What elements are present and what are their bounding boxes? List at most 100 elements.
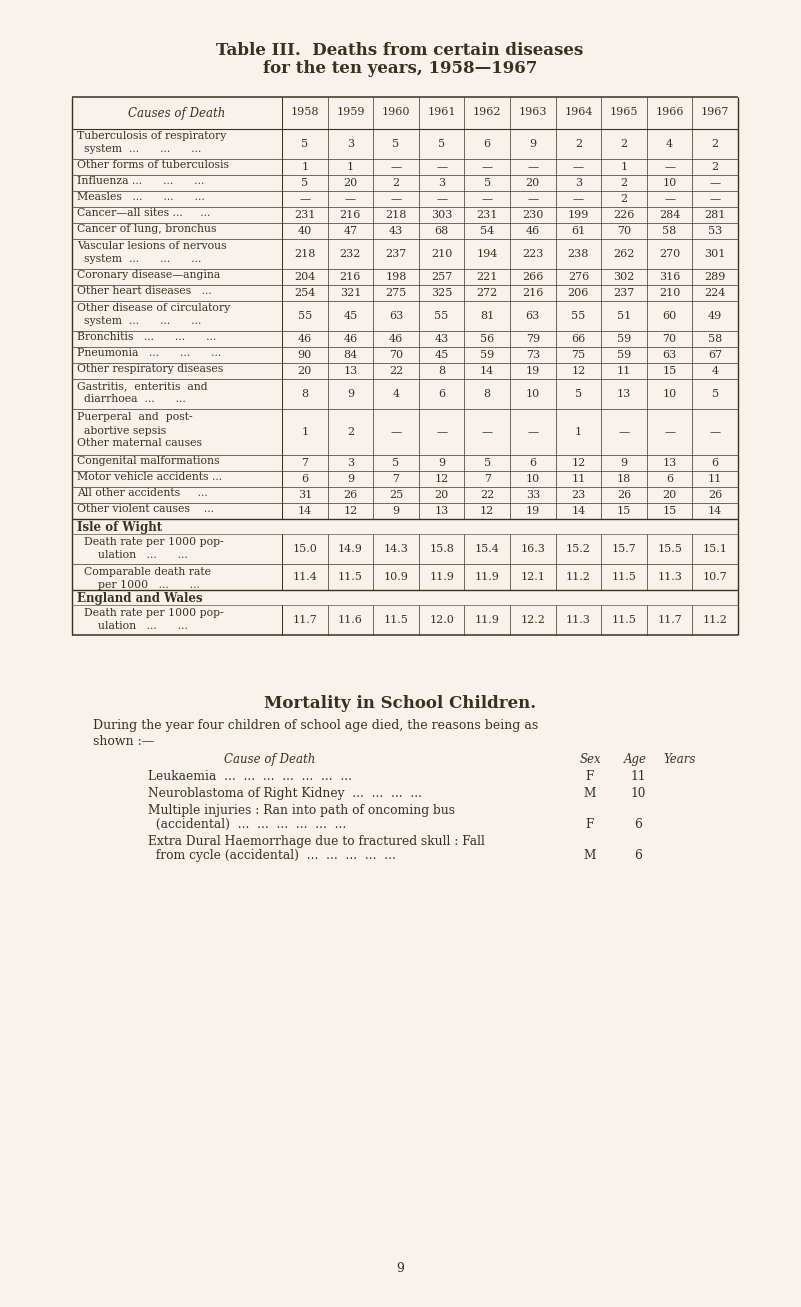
Text: 303: 303 (431, 210, 453, 220)
Text: 254: 254 (294, 288, 316, 298)
Text: 70: 70 (662, 335, 677, 344)
Text: 18: 18 (617, 474, 631, 484)
Text: 206: 206 (568, 288, 589, 298)
Text: 302: 302 (614, 272, 634, 282)
Text: 70: 70 (617, 226, 631, 237)
Text: Other maternal causes: Other maternal causes (77, 439, 202, 448)
Text: 15: 15 (617, 506, 631, 516)
Text: 11.4: 11.4 (292, 572, 317, 582)
Text: —: — (710, 193, 721, 204)
Text: 1: 1 (621, 162, 627, 173)
Text: 6: 6 (438, 389, 445, 399)
Text: 194: 194 (477, 250, 498, 259)
Text: Bronchitis   ...      ...      ...: Bronchitis ... ... ... (77, 332, 216, 342)
Text: 5: 5 (438, 139, 445, 149)
Text: Table III.  Deaths from certain diseases: Table III. Deaths from certain diseases (216, 42, 584, 59)
Text: 7: 7 (301, 457, 308, 468)
Text: 216: 216 (340, 272, 361, 282)
Text: 316: 316 (659, 272, 680, 282)
Text: 7: 7 (484, 474, 491, 484)
Text: ulation   ...      ...: ulation ... ... (77, 550, 188, 559)
Text: —: — (664, 427, 675, 437)
Text: 198: 198 (385, 272, 407, 282)
Text: 11.7: 11.7 (658, 616, 682, 625)
Text: 232: 232 (340, 250, 361, 259)
Text: 9: 9 (396, 1263, 404, 1276)
Text: 6: 6 (666, 474, 673, 484)
Text: F: F (586, 770, 594, 783)
Text: 19: 19 (525, 506, 540, 516)
Text: 3: 3 (438, 178, 445, 188)
Text: —: — (664, 162, 675, 173)
Text: —: — (390, 162, 401, 173)
Text: Vascular lesions of nervous: Vascular lesions of nervous (77, 240, 227, 251)
Text: 54: 54 (480, 226, 494, 237)
Text: 5: 5 (484, 457, 491, 468)
Text: 19: 19 (525, 366, 540, 376)
Text: M: M (584, 787, 596, 800)
Text: 2: 2 (621, 193, 627, 204)
Text: Other respiratory diseases: Other respiratory diseases (77, 365, 223, 375)
Text: —: — (436, 162, 447, 173)
Text: 6: 6 (484, 139, 491, 149)
Text: 68: 68 (434, 226, 449, 237)
Text: 20: 20 (344, 178, 357, 188)
Text: 47: 47 (344, 226, 357, 237)
Text: —: — (664, 193, 675, 204)
Text: Age: Age (623, 753, 646, 766)
Text: 23: 23 (571, 490, 586, 501)
Text: Congenital malformations: Congenital malformations (77, 456, 219, 467)
Text: Death rate per 1000 pop-: Death rate per 1000 pop- (77, 608, 223, 618)
Text: —: — (527, 193, 538, 204)
Text: 4: 4 (666, 139, 673, 149)
Text: 210: 210 (659, 288, 680, 298)
Text: 10.9: 10.9 (384, 572, 409, 582)
Text: 51: 51 (617, 311, 631, 322)
Text: Cause of Death: Cause of Death (224, 753, 316, 766)
Text: 53: 53 (708, 226, 723, 237)
Text: 55: 55 (298, 311, 312, 322)
Text: 11.5: 11.5 (611, 616, 637, 625)
Text: 321: 321 (340, 288, 361, 298)
Text: Multiple injuries : Ran into path of oncoming bus: Multiple injuries : Ran into path of onc… (148, 804, 455, 817)
Text: 7: 7 (392, 474, 400, 484)
Text: Extra Dural Haemorrhage due to fractured skull : Fall: Extra Dural Haemorrhage due to fractured… (148, 835, 485, 848)
Text: 262: 262 (614, 250, 634, 259)
Text: 20: 20 (662, 490, 677, 501)
Text: —: — (300, 193, 310, 204)
Text: 45: 45 (434, 350, 449, 359)
Text: 11.9: 11.9 (475, 616, 500, 625)
Text: Pneumonia   ...      ...      ...: Pneumonia ... ... ... (77, 349, 221, 358)
Text: 33: 33 (525, 490, 540, 501)
Text: 11.3: 11.3 (657, 572, 682, 582)
Text: Gastritis,  enteritis  and: Gastritis, enteritis and (77, 382, 207, 391)
Text: 2: 2 (392, 178, 400, 188)
Text: from cycle (accidental)  ...  ...  ...  ...  ...: from cycle (accidental) ... ... ... ... … (148, 850, 396, 863)
Text: Other disease of circulatory: Other disease of circulatory (77, 303, 230, 312)
Text: 12: 12 (571, 457, 586, 468)
Text: 1: 1 (301, 427, 308, 437)
Text: Death rate per 1000 pop-: Death rate per 1000 pop- (77, 537, 223, 548)
Text: Years: Years (664, 753, 696, 766)
Text: 231: 231 (294, 210, 316, 220)
Text: 11: 11 (617, 366, 631, 376)
Text: 15.0: 15.0 (292, 544, 317, 554)
Text: Measles   ...      ...      ...: Measles ... ... ... (77, 192, 205, 203)
Text: —: — (618, 427, 630, 437)
Text: Isle of Wight: Isle of Wight (77, 521, 162, 535)
Text: 14: 14 (298, 506, 312, 516)
Text: Other heart diseases   ...: Other heart diseases ... (77, 286, 211, 297)
Text: 14.3: 14.3 (384, 544, 409, 554)
Text: —: — (527, 162, 538, 173)
Text: 12.2: 12.2 (521, 616, 545, 625)
Text: 199: 199 (568, 210, 589, 220)
Text: system  ...      ...      ...: system ... ... ... (77, 316, 201, 325)
Text: 90: 90 (298, 350, 312, 359)
Text: 1963: 1963 (518, 107, 547, 118)
Text: 5: 5 (711, 389, 718, 399)
Text: 210: 210 (431, 250, 453, 259)
Text: 6: 6 (634, 850, 642, 863)
Text: Cancer—all sites ...     ...: Cancer—all sites ... ... (77, 209, 211, 218)
Text: Neuroblastoma of Right Kidney  ...  ...  ...  ...: Neuroblastoma of Right Kidney ... ... ..… (148, 787, 422, 800)
Text: 11.2: 11.2 (566, 572, 591, 582)
